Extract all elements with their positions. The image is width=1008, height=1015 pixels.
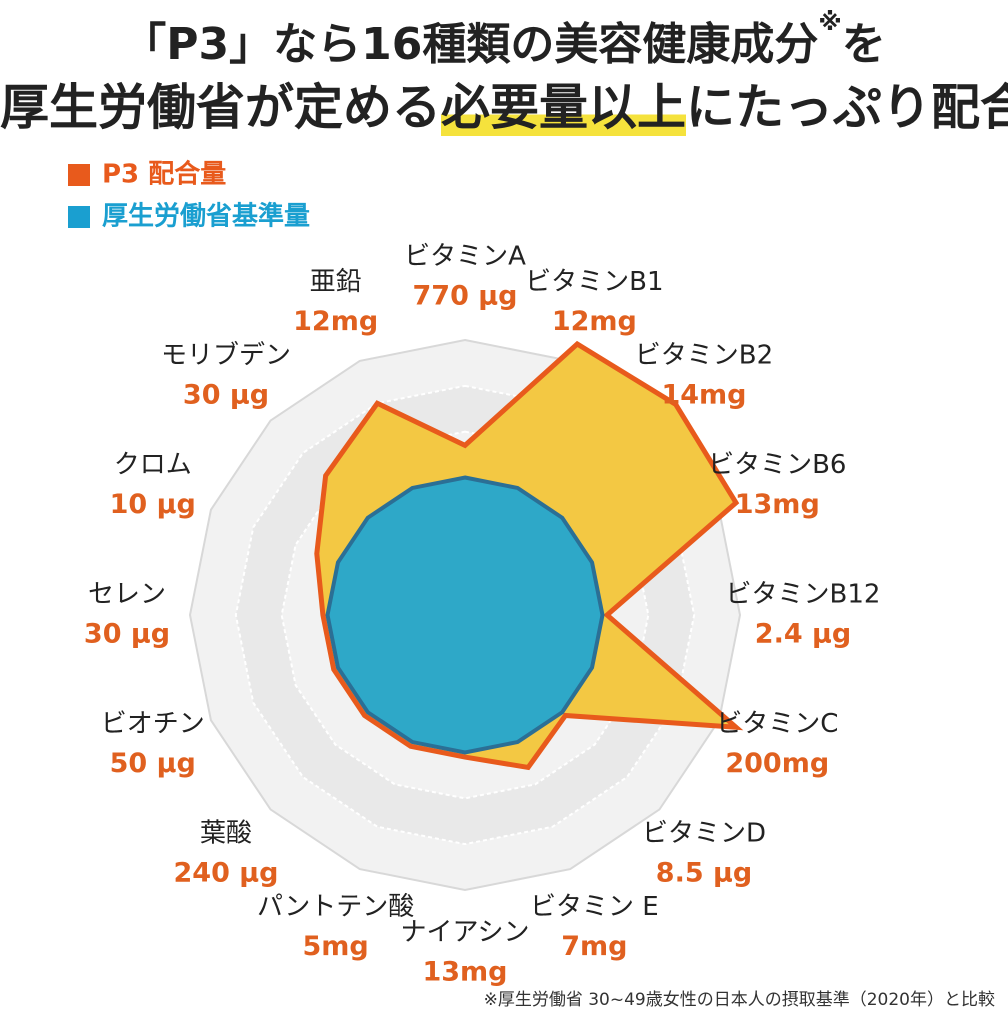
- axis-label: ビオチン: [101, 709, 205, 739]
- axis-label: 葉酸: [200, 819, 252, 849]
- axis-label: ビタミンA: [404, 242, 526, 272]
- legend-swatch: [68, 206, 90, 228]
- amount-label: 10 μg: [110, 489, 196, 520]
- title-text: 「P3」なら16種類の美容健康成分: [122, 19, 819, 70]
- legend-label: 厚生労働省基準量: [102, 201, 310, 232]
- amount-label: 2.4 μg: [755, 619, 851, 650]
- axis-label: セレン: [88, 580, 166, 610]
- series-area: [325, 475, 605, 755]
- title-line-2: 厚生労働省が定める必要量以上にたっぷり配合: [0, 68, 1008, 139]
- axis-label: ビタミンB2: [635, 340, 773, 370]
- axis-label: ビタミン E: [530, 892, 659, 922]
- amount-label: 30 μg: [183, 379, 269, 410]
- axis-label: ビタミンB1: [525, 267, 663, 297]
- amount-label: 30 μg: [84, 619, 170, 650]
- legend-swatch: [68, 164, 90, 186]
- amount-label: 13mg: [422, 957, 507, 988]
- amount-label: 13mg: [735, 489, 820, 520]
- axis-label: モリブデン: [161, 340, 291, 370]
- title-line-1: 「P3」なら16種類の美容健康成分※を: [0, 8, 1008, 72]
- amount-label: 12mg: [552, 306, 637, 337]
- title-text: にたっぷり配合: [686, 79, 1008, 136]
- axis-label: ビタミンC: [716, 709, 838, 739]
- amount-label: 5mg: [303, 931, 369, 962]
- axis-label: パントテン酸: [257, 892, 414, 922]
- axis-label: ビタミンB12: [726, 580, 881, 610]
- amount-label: 200mg: [725, 748, 829, 779]
- axis-label: 亜鉛: [310, 267, 362, 297]
- axis-label: クロム: [114, 450, 192, 480]
- amount-label: 50 μg: [110, 748, 196, 779]
- title-highlight: 必要量以上: [441, 79, 687, 136]
- amount-label: 240 μg: [174, 858, 279, 889]
- footnote: ※厚生労働省 30~49歳女性の日本人の摂取基準（2020年）と比較: [484, 990, 995, 1010]
- amount-label: 770 μg: [413, 281, 518, 312]
- axis-label: ナイアシン: [401, 918, 530, 948]
- amount-label: 14mg: [661, 379, 746, 410]
- amount-label: 12mg: [293, 306, 378, 337]
- legend-label: P3 配合量: [102, 159, 226, 190]
- amount-label: 8.5 μg: [656, 858, 752, 889]
- axis-label: ビタミンB6: [708, 450, 846, 480]
- title-mark: ※: [818, 8, 842, 36]
- title-text: 厚生労働省が定める: [0, 79, 442, 136]
- title-text: を: [841, 19, 886, 70]
- axis-label: ビタミンD: [642, 819, 766, 849]
- amount-label: 7mg: [561, 931, 627, 962]
